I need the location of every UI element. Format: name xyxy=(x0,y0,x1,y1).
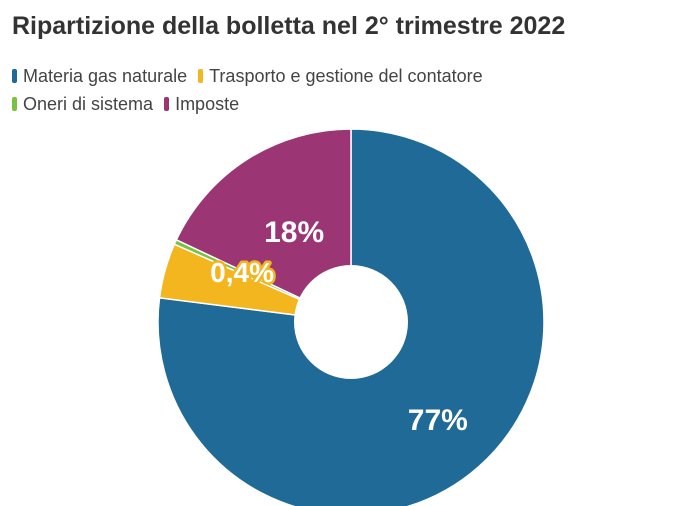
legend-swatch-oneri xyxy=(12,97,17,111)
legend-row-2: Oneri di sistema Imposte xyxy=(12,90,672,118)
legend-item-imposte: Imposte xyxy=(164,90,239,118)
legend-swatch-materia-gas xyxy=(12,69,17,83)
slice-label-imposte: 18% xyxy=(264,216,324,249)
legend-label-trasporto: Trasporto e gestione del contatore xyxy=(209,66,483,86)
donut-slices xyxy=(157,128,545,506)
slice-label-oneri: 0,4% xyxy=(210,257,274,288)
legend-swatch-imposte xyxy=(164,97,170,111)
legend-label-oneri: Oneri di sistema xyxy=(23,94,154,114)
donut-labels: 77% 0,4% 18% xyxy=(208,216,468,437)
slice-label-materia-gas: 77% xyxy=(408,404,468,437)
legend-label-imposte: Imposte xyxy=(175,94,240,114)
legend-item-oneri: Oneri di sistema xyxy=(12,90,153,118)
chart-legend: Materia gas naturale Trasporto e gestion… xyxy=(12,62,672,118)
slice-materia-gas xyxy=(157,128,545,506)
donut-hole xyxy=(294,265,408,379)
legend-label-materia-gas: Materia gas naturale xyxy=(23,66,188,86)
legend-swatch-trasporto xyxy=(198,69,204,83)
legend-row-1: Materia gas naturale Trasporto e gestion… xyxy=(12,62,672,90)
chart-title: Ripartizione della bolletta nel 2° trime… xyxy=(12,12,566,40)
legend-item-trasporto: Trasporto e gestione del contatore xyxy=(198,62,483,90)
legend-item-materia-gas: Materia gas naturale xyxy=(12,62,187,90)
slice-imposte xyxy=(175,128,352,324)
